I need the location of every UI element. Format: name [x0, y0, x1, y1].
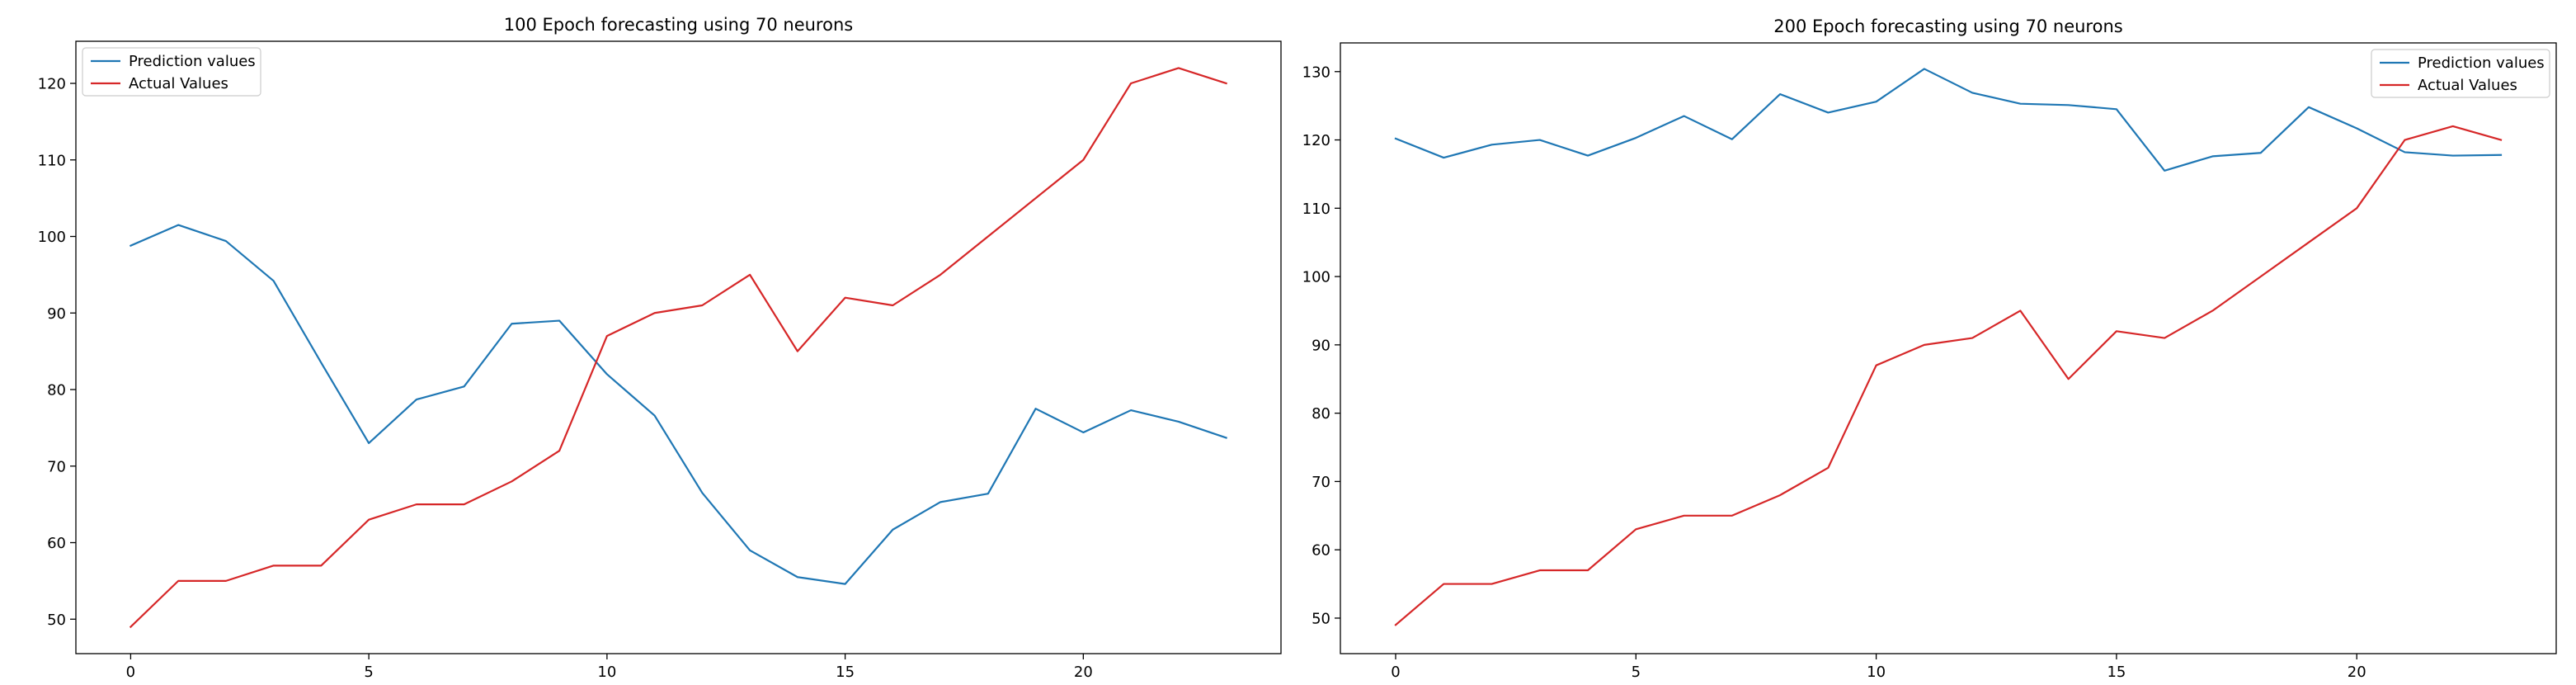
- series-line-actual: [1394, 125, 2503, 626]
- x-tick-label: 10: [597, 664, 616, 681]
- y-tick-label: 100: [38, 229, 66, 246]
- axes-frame: [1340, 42, 2557, 654]
- chart-title: 200 Epoch forecasting using 70 neurons: [1773, 17, 2122, 36]
- y-tick-label: 80: [47, 382, 66, 399]
- legend: Prediction values Actual Values: [2371, 49, 2550, 98]
- legend-label: Actual Values: [129, 75, 228, 92]
- chart-1: 100 Epoch forecasting using 70 neurons 0 5…: [38, 15, 1282, 681]
- y-tick-label: 120: [38, 76, 66, 93]
- axes-frame: [75, 40, 1282, 654]
- y-tick-label: 90: [47, 305, 66, 323]
- x-tick-label: 5: [1632, 664, 1641, 681]
- y-tick-label: 120: [1302, 132, 1330, 149]
- chart-title: 100 Epoch forecasting using 70 neurons: [504, 15, 853, 35]
- legend-label: Actual Values: [2418, 77, 2517, 94]
- y-tick-label: 70: [1312, 474, 1330, 491]
- y-tick-label: 90: [1312, 337, 1330, 354]
- x-tick-label: 20: [2348, 664, 2366, 681]
- y-tick-label: 130: [1302, 64, 1330, 81]
- y-tick-label: 80: [1312, 405, 1330, 423]
- legend-label: Prediction values: [2418, 54, 2545, 72]
- x-tick-label: 20: [1074, 664, 1093, 681]
- x-tick-label: 0: [1391, 664, 1400, 681]
- series-line-prediction: [129, 224, 1227, 585]
- legend-box: [82, 47, 261, 97]
- legend: Prediction values Actual Values: [82, 47, 261, 97]
- series-line-prediction: [1394, 68, 2503, 172]
- x-tick-label: 15: [2107, 664, 2126, 681]
- y-tick-label: 110: [38, 152, 66, 169]
- legend-box: [2371, 49, 2550, 98]
- y-tick-label: 110: [1302, 201, 1330, 218]
- y-tick-label: 50: [47, 612, 66, 629]
- y-tick-label: 100: [1302, 269, 1330, 286]
- y-tick-label: 60: [1312, 542, 1330, 560]
- chart-2: 200 Epoch forecasting using 70 neurons 0 5…: [1302, 17, 2557, 681]
- y-tick-label: 70: [47, 458, 66, 475]
- x-tick-label: 10: [1867, 664, 1886, 681]
- x-tick-label: 5: [364, 664, 373, 681]
- y-tick-label: 60: [47, 535, 66, 552]
- series-line-actual: [129, 67, 1227, 629]
- x-tick-label: 0: [126, 664, 135, 681]
- x-tick-label: 15: [836, 664, 855, 681]
- y-tick-label: 50: [1312, 610, 1330, 627]
- legend-label: Prediction values: [129, 53, 256, 70]
